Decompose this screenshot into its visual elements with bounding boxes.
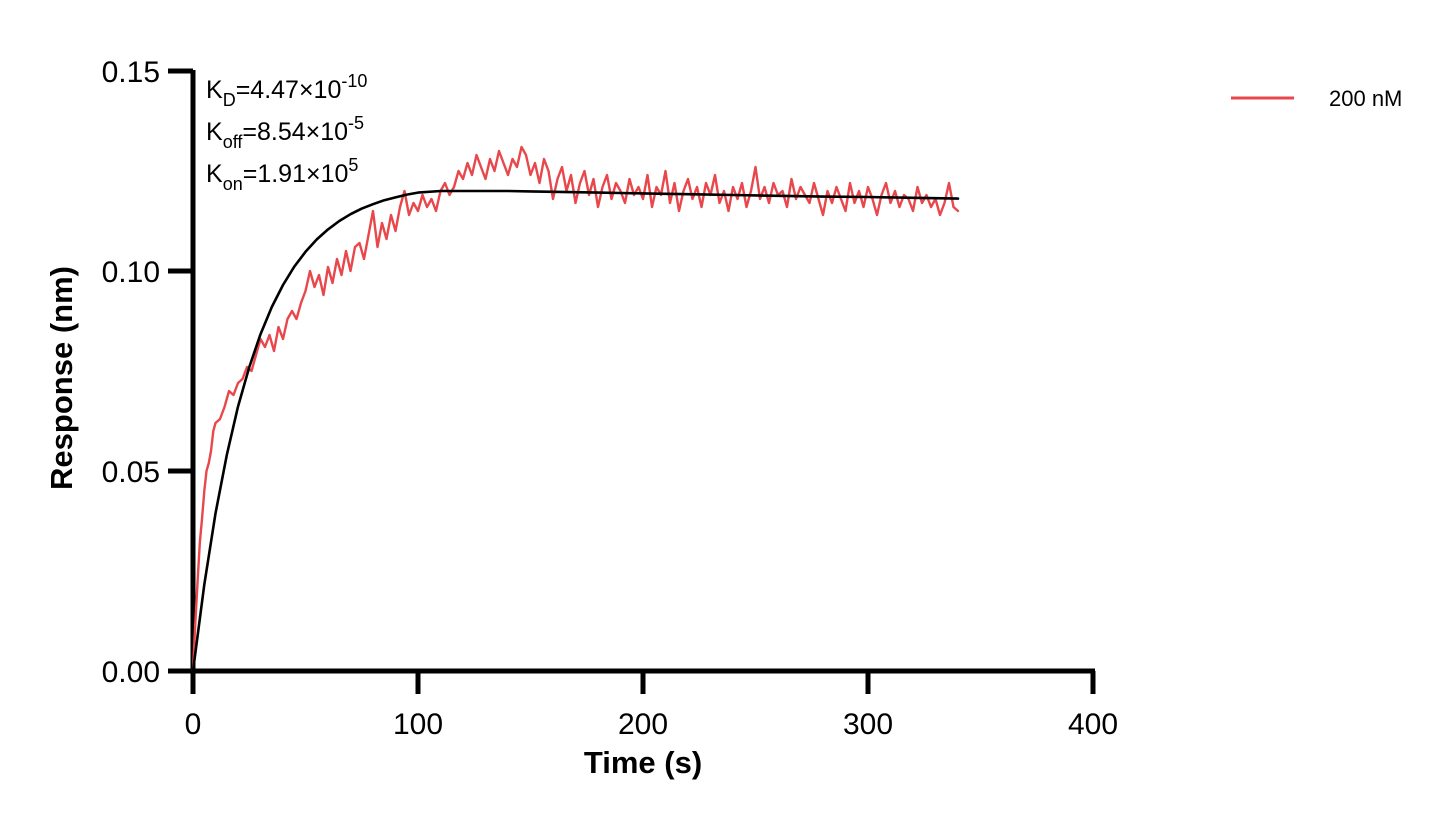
constant-symbol: K: [206, 160, 223, 188]
y-tick-label: 0.00: [102, 656, 160, 689]
x-tick-label: 200: [618, 708, 668, 741]
kinetic-constant-3: Kon=1.91×105: [206, 155, 358, 194]
constant-value: =1.91×10: [243, 160, 349, 188]
constant-subscript: D: [223, 90, 236, 110]
kinetic-constant-1: KD=4.47×10-10: [206, 71, 367, 110]
x-tick-label: 0: [185, 708, 202, 741]
constant-symbol: K: [206, 76, 223, 104]
fit-curve: [191, 189, 960, 673]
y-tick-label: 0.05: [102, 456, 160, 489]
constant-symbol: K: [206, 118, 223, 146]
x-tick-label: 100: [393, 708, 443, 741]
x-axis-title: Time (s): [584, 745, 702, 780]
constant-exponent: 5: [348, 155, 358, 175]
kinetic-constant-2: Koff=8.54×10-5: [206, 113, 364, 152]
tick-labels: 0 100 200 300 400 0.00 0.05 0.10 0.15: [102, 56, 1118, 741]
series-line-200nm: [191, 145, 960, 673]
constant-exponent: -5: [348, 113, 364, 133]
legend-label: 200 nM: [1329, 86, 1402, 111]
legend: 200 nM: [1231, 86, 1402, 111]
constant-value: =4.47×10: [236, 76, 342, 104]
constant-subscript: off: [223, 132, 244, 152]
y-axis-title: Response (nm): [44, 266, 79, 490]
y-tick-label: 0.10: [102, 256, 160, 289]
series-layer: [191, 145, 960, 673]
constant-exponent: -10: [341, 71, 367, 91]
x-tick-label: 300: [843, 708, 893, 741]
constant-value: =8.54×10: [242, 118, 348, 146]
y-tick-label: 0.15: [102, 56, 160, 89]
x-tick-label: 400: [1068, 708, 1118, 741]
constant-subscript: on: [223, 174, 243, 194]
ticks: [168, 68, 1096, 694]
